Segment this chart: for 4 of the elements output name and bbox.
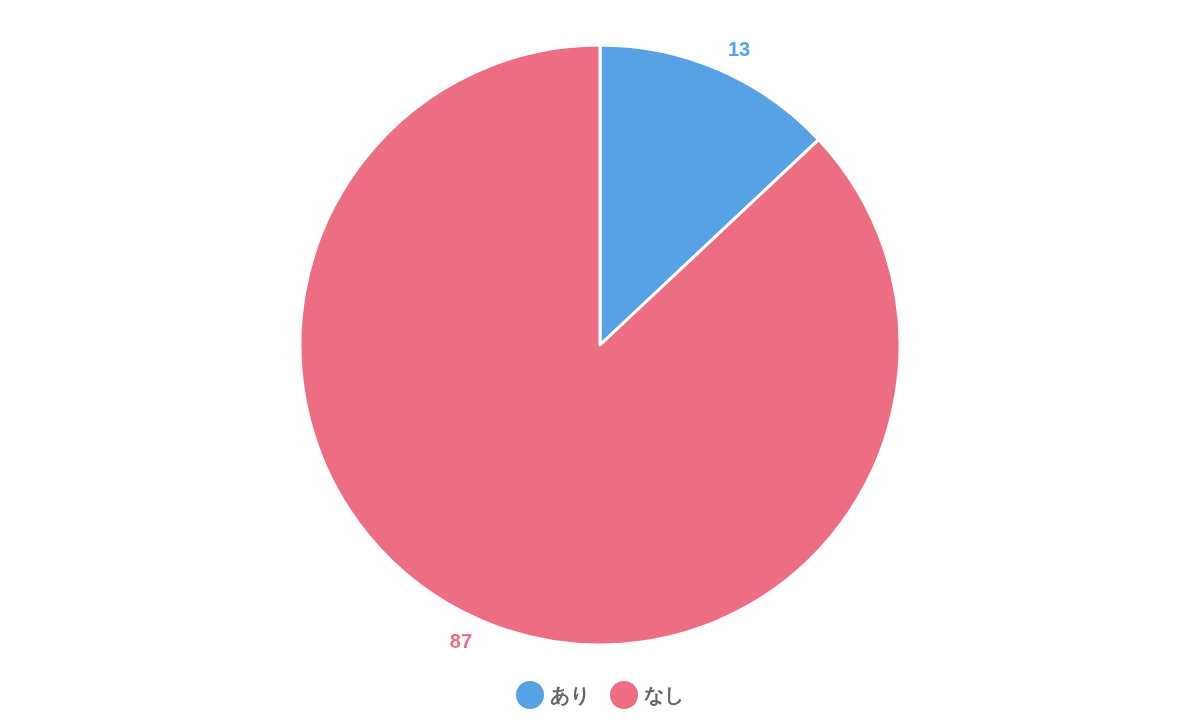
legend-label: あり [550, 684, 590, 706]
legend-label: なし [644, 684, 684, 706]
data-label: 13 [727, 38, 751, 61]
data-label: 87 [449, 629, 473, 652]
